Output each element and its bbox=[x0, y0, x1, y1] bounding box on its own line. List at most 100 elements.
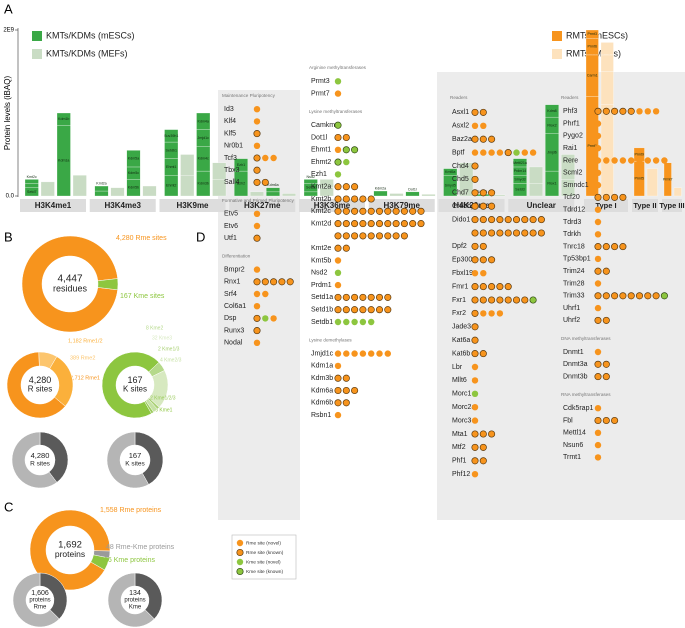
site-dot bbox=[471, 390, 479, 397]
group-label: H3K4me1 bbox=[35, 201, 72, 210]
segment-label: Kdm1a bbox=[58, 159, 69, 163]
donut-label: 1,558 Rme proteins bbox=[100, 507, 162, 514]
donut-center: 4,447 bbox=[57, 273, 82, 284]
site-dot bbox=[471, 323, 479, 331]
site-dot bbox=[537, 216, 545, 224]
donut-segment bbox=[90, 554, 110, 571]
site-dot bbox=[594, 348, 602, 356]
bar-segment bbox=[600, 42, 614, 56]
site-dot bbox=[594, 145, 602, 152]
segment-label: Kdm5a bbox=[128, 157, 139, 161]
gene-name: Fxr2 bbox=[452, 310, 466, 317]
site-dot bbox=[334, 220, 342, 228]
segment-label: Prmt9 bbox=[634, 152, 644, 156]
gene-name: Morc2a bbox=[452, 404, 475, 411]
section-title: DNA methyltransferases bbox=[561, 336, 611, 341]
site-dot bbox=[611, 292, 619, 300]
site-dot bbox=[351, 386, 359, 395]
bar-segment bbox=[234, 158, 248, 172]
segment-label: Prmt7 bbox=[663, 177, 673, 181]
segment-label: Riox1 bbox=[547, 182, 556, 186]
site-dot bbox=[594, 405, 602, 412]
site-dot bbox=[392, 232, 400, 240]
site-dot bbox=[334, 78, 342, 85]
site-dot bbox=[661, 157, 668, 164]
site-dot bbox=[594, 360, 602, 368]
site-dot bbox=[479, 283, 487, 291]
site-dot bbox=[334, 374, 342, 382]
gene-name: Srf4 bbox=[224, 291, 237, 298]
donut-center: 4,280 bbox=[29, 375, 52, 385]
gene-name: Tbx3 bbox=[224, 167, 240, 174]
site-dot bbox=[488, 149, 495, 156]
site-dot bbox=[270, 278, 278, 286]
site-dot bbox=[594, 206, 602, 213]
site-dot bbox=[342, 232, 350, 240]
gene-name: Prmt3 bbox=[311, 78, 330, 85]
site-dot bbox=[342, 146, 350, 154]
section-title: Differentiation bbox=[222, 254, 251, 259]
site-dot bbox=[334, 281, 342, 289]
site-dot bbox=[375, 207, 384, 215]
group-box bbox=[229, 199, 296, 212]
legend-swatch bbox=[552, 49, 562, 59]
site-dot bbox=[602, 292, 610, 300]
gene-name: Tnrc18 bbox=[563, 243, 585, 250]
site-dot bbox=[400, 232, 408, 240]
donut-segment bbox=[49, 356, 74, 407]
segment-label: Mettl21a bbox=[513, 161, 527, 165]
site-dot bbox=[261, 278, 269, 286]
site-dot bbox=[471, 377, 479, 384]
site-dot bbox=[409, 220, 417, 228]
site-dot bbox=[343, 350, 350, 357]
group-box bbox=[89, 199, 156, 212]
donut-center: proteins bbox=[124, 598, 145, 604]
site-dot bbox=[594, 231, 602, 238]
gene-name: Phf3 bbox=[563, 108, 578, 115]
segment-label: Kmt2c bbox=[27, 175, 37, 179]
donut-center: R sites bbox=[28, 385, 52, 394]
segment-label: Jmjd1c bbox=[198, 136, 210, 140]
segment-label: Kdm4c bbox=[198, 157, 209, 161]
gene-name: Tcf3 bbox=[224, 155, 237, 162]
site-dot bbox=[496, 310, 504, 317]
gene-name: Mtf2 bbox=[452, 444, 466, 451]
site-dot bbox=[417, 220, 425, 228]
bar-segment bbox=[319, 179, 334, 188]
site-dot bbox=[512, 296, 521, 304]
site-dot bbox=[529, 216, 537, 224]
site-dot bbox=[504, 283, 512, 291]
site-dot bbox=[253, 118, 261, 125]
bar-segment bbox=[180, 175, 195, 197]
site-dot bbox=[384, 232, 392, 240]
gene-name: Rere bbox=[563, 157, 578, 164]
bar-segment bbox=[673, 187, 682, 197]
bar-segment bbox=[529, 166, 543, 184]
site-dot bbox=[619, 292, 627, 300]
segment-label: Jmjd6 bbox=[547, 150, 557, 154]
donut-center: 4,280 bbox=[31, 451, 50, 460]
site-dot bbox=[236, 548, 244, 557]
donut-segment bbox=[144, 400, 154, 414]
site-dot bbox=[471, 202, 479, 210]
bar-segment bbox=[303, 179, 318, 184]
y-tick-label: 2E9 bbox=[3, 28, 14, 34]
group-label: Type III bbox=[659, 201, 684, 210]
bar-segment bbox=[24, 183, 39, 188]
gene-name: Bptf bbox=[452, 149, 465, 156]
site-dot bbox=[594, 107, 602, 115]
gene-name: Kmt2b bbox=[311, 196, 331, 203]
gene-name: Fmr1 bbox=[452, 283, 468, 290]
legend-label: Kme site (known) bbox=[246, 569, 283, 575]
site-dot bbox=[368, 350, 375, 357]
gene-name: Pygo2 bbox=[563, 133, 583, 140]
gene-name: Tdrd3 bbox=[563, 219, 581, 226]
site-dot bbox=[471, 309, 479, 317]
segment-label: Kmt5a bbox=[445, 170, 455, 174]
site-dot bbox=[635, 292, 644, 300]
panel-label: D bbox=[196, 229, 205, 244]
bar-segment bbox=[164, 129, 179, 143]
donut-center: residues bbox=[53, 284, 88, 294]
site-dot bbox=[521, 149, 528, 156]
panel-label: C bbox=[4, 499, 13, 514]
